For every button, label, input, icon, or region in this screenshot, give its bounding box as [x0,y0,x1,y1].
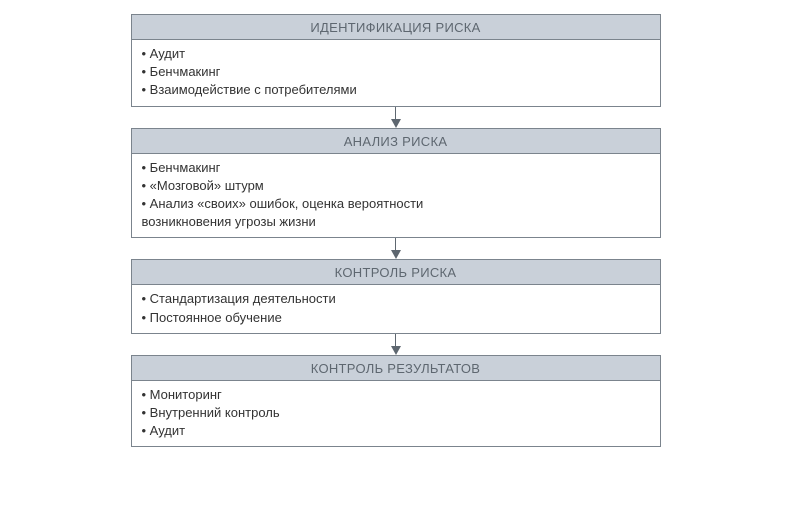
arrow-down-icon [391,238,401,259]
flow-block-body: • Аудит• Бенчмакинг• Взаимодействие с по… [132,40,660,106]
flow-block-line: • «Мозговой» штурм [142,177,650,195]
flow-block-title: АНАЛИЗ РИСКА [132,129,660,154]
flow-block-line: • Бенчмакинг [142,63,650,81]
flow-block-control-results: КОНТРОЛЬ РЕЗУЛЬТАТОВ• Мониторинг• Внутре… [131,355,661,448]
flow-block-analyze: АНАЛИЗ РИСКА• Бенчмакинг• «Мозговой» шту… [131,128,661,239]
flow-block-line: • Взаимодействие с потребителями [142,81,650,99]
flow-block-line: • Мониторинг [142,386,650,404]
flow-block-identify: ИДЕНТИФИКАЦИЯ РИСКА• Аудит• Бенчмакинг• … [131,14,661,107]
flow-block-line: • Постоянное обучение [142,309,650,327]
flow-block-line: • Аудит [142,422,650,440]
flow-block-line: • Внутренний контроль [142,404,650,422]
flow-block-line: • Анализ «своих» ошибок, оценка вероятно… [142,195,650,213]
flow-block-title: ИДЕНТИФИКАЦИЯ РИСКА [132,15,660,40]
flow-block-line: • Стандартизация деятельности [142,290,650,308]
flow-block-body: • Бенчмакинг• «Мозговой» штурм• Анализ «… [132,154,660,238]
flow-block-line: • Аудит [142,45,650,63]
flowchart-root: ИДЕНТИФИКАЦИЯ РИСКА• Аудит• Бенчмакинг• … [131,14,661,447]
flow-block-body: • Стандартизация деятельности• Постоянно… [132,285,660,332]
flow-block-title: КОНТРОЛЬ РЕЗУЛЬТАТОВ [132,356,660,381]
flow-block-line: • Бенчмакинг [142,159,650,177]
arrow-down-icon [391,334,401,355]
flow-block-line: возникновения угрозы жизни [142,213,650,231]
arrow-down-icon [391,107,401,128]
flow-block-title: КОНТРОЛЬ РИСКА [132,260,660,285]
flow-block-body: • Мониторинг• Внутренний контроль• Аудит [132,381,660,447]
flow-block-control-risk: КОНТРОЛЬ РИСКА• Стандартизация деятельно… [131,259,661,333]
